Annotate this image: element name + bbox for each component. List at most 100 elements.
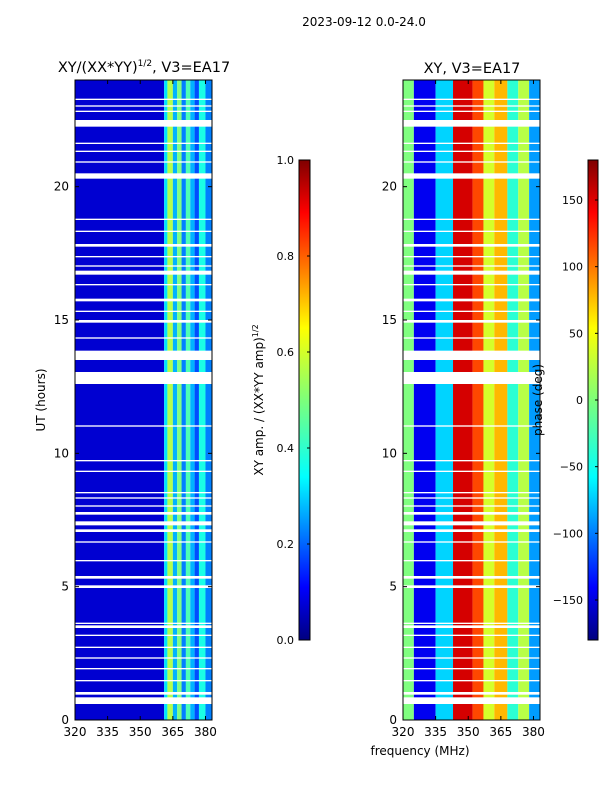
flag-gap [75, 298, 212, 302]
flag-gap [75, 512, 212, 515]
amplitude-colorbar-label: XY amp. / (XX*YY amp)1/2 [251, 324, 266, 475]
colorbar-tick-label: 0.0 [277, 634, 295, 647]
flag-gap [75, 337, 212, 339]
flag-gap [403, 298, 540, 302]
flag-gap [403, 529, 540, 532]
x-tick-label: 335 [424, 725, 447, 739]
flag-gap [75, 460, 212, 462]
y-tick-label: 20 [54, 180, 69, 194]
colorbar-tick-label: −150 [553, 594, 583, 607]
flag-gap [403, 585, 540, 588]
flag-gap [75, 622, 212, 624]
x-tick-label: 365 [489, 725, 512, 739]
amplitude-colorbar-scale [298, 159, 311, 641]
flag-gap [403, 310, 540, 312]
flag-gap [403, 173, 540, 179]
flag-gap [403, 497, 540, 499]
y-tick-label: 0 [389, 713, 397, 727]
flag-gap [75, 657, 212, 659]
flag-gap [403, 120, 540, 127]
colorbar-tick-label: 1.0 [277, 154, 295, 167]
heatmap-column [185, 80, 191, 720]
flag-gap [75, 218, 212, 220]
phase-colorbar: 150 100 50 0 −50 −100 −150 phase (deg) [531, 159, 599, 641]
flag-gap [403, 337, 540, 339]
flag-gap [403, 460, 540, 462]
flag-gap [403, 110, 540, 112]
flag-gap [403, 218, 540, 220]
amplitude-panel: XY/(XX*YY)1/2, V3=EA17 320 335 350 365 380 0… [34, 59, 230, 739]
colorbar-tick-label: 0.2 [277, 538, 295, 551]
flag-gap [75, 284, 212, 286]
x-tick-label: 335 [96, 725, 119, 739]
amplitude-axes-frame [74, 79, 213, 721]
flag-gap [403, 256, 540, 258]
flag-gap [75, 150, 212, 152]
flag-gap [75, 320, 212, 323]
flag-gap [75, 256, 212, 258]
flag-gap [403, 697, 540, 704]
flag-gap [75, 576, 212, 579]
y-tick-label: 15 [54, 313, 69, 327]
amplitude-colorbar-ticks: 0.0 0.2 0.4 0.6 0.8 1.0 [277, 154, 310, 647]
y-tick-label: 20 [382, 180, 397, 194]
phase-panel: XY, V3=EA17 320 335 350 365 380 0 5 10 15 20 [382, 61, 545, 739]
flag-gap [403, 284, 540, 286]
y-tick-label: 15 [382, 313, 397, 327]
phase-flag-gaps [403, 98, 540, 704]
flag-gap [75, 521, 212, 526]
flag-gap [403, 105, 540, 107]
colorbar-tick-label: 50 [569, 327, 583, 340]
flag-gap [75, 173, 212, 179]
flag-gap [75, 98, 212, 100]
flag-gap [403, 560, 540, 562]
flag-gap [75, 529, 212, 532]
colorbar-tick-label: 0.6 [277, 346, 295, 359]
y-tick-label: 10 [54, 446, 69, 460]
flag-gap [403, 350, 540, 360]
colorbar-tick-label: −50 [560, 461, 583, 474]
phase-panel-title: XY, V3=EA17 [424, 61, 521, 77]
y-tick-label: 5 [389, 580, 397, 594]
flag-gap [75, 310, 212, 312]
flag-gap [403, 230, 540, 232]
flag-gap [75, 541, 212, 543]
amplitude-heatmap [75, 80, 212, 720]
heatmap-column [529, 80, 540, 720]
y-tick-label: 0 [61, 713, 69, 727]
flag-gap [75, 697, 212, 704]
flag-gap [75, 350, 212, 360]
heatmap-column [205, 80, 212, 720]
flag-gap [75, 560, 212, 562]
heatmap-column [167, 80, 173, 720]
flag-gap [75, 120, 212, 127]
x-tick-label: 350 [457, 725, 480, 739]
flag-gap [403, 142, 540, 144]
flag-gap [403, 492, 540, 494]
heatmap-column [172, 80, 178, 720]
flag-gap [403, 244, 540, 247]
y-tick-label: 5 [61, 580, 69, 594]
heatmap-column [181, 80, 186, 720]
heatmap-column [164, 80, 168, 720]
flag-gap [75, 646, 212, 648]
flag-gap [75, 105, 212, 107]
flag-gap [403, 512, 540, 515]
flag-gap [75, 625, 212, 628]
heatmap-column [483, 80, 495, 720]
x-tick-label: 350 [129, 725, 152, 739]
flag-gap [403, 161, 540, 163]
x-tick-label: 320 [64, 725, 87, 739]
flag-gap [403, 265, 540, 267]
flag-gap [75, 372, 212, 384]
flag-gap [403, 692, 540, 695]
flag-gap [403, 622, 540, 624]
heatmap-column [472, 80, 484, 720]
phase-y-ticks: 0 5 10 15 20 [382, 180, 540, 727]
flag-gap [403, 576, 540, 579]
flag-gap [403, 541, 540, 543]
amplitude-flag-gaps [75, 98, 212, 704]
flag-gap [403, 505, 540, 507]
heatmap-column [177, 80, 182, 720]
